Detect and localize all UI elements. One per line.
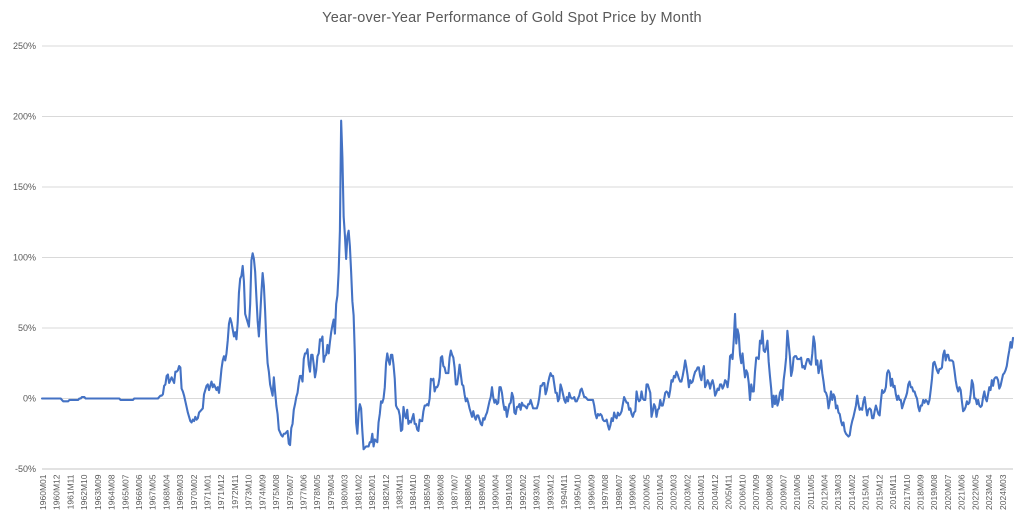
x-axis-tick-label: 1993M12 (545, 474, 555, 510)
x-axis-tick-label: 1975M08 (271, 474, 281, 510)
x-axis-tick-label: 2015M12 (874, 474, 884, 510)
series-lines (40, 119, 1015, 451)
x-axis-tick-label: 1987M07 (449, 474, 459, 510)
x-axis-tick-label: 1965M07 (120, 474, 130, 510)
x-axis-tick-label: 1966M06 (134, 474, 144, 510)
x-axis-tick-label: 1981M02 (353, 474, 363, 510)
x-axis-tick-label: 1978M05 (312, 474, 322, 510)
x-axis-tick-label: 2004M01 (696, 474, 706, 510)
x-axis-tick-label: 2003M02 (682, 474, 692, 510)
x-axis-tick-label: 2007M09 (751, 474, 761, 510)
x-axis-tick-label: 1997M08 (600, 474, 610, 510)
x-axis-tick-label: 2004M12 (710, 474, 720, 510)
x-axis-tick-label: 2012M04 (820, 474, 830, 510)
x-axis-tick-label: 1995M10 (573, 474, 583, 510)
x-axis-tick-label: 2022M05 (970, 474, 980, 510)
x-axis-tick-label: 1988M06 (463, 474, 473, 510)
x-axis-tick-label: 1967M05 (148, 474, 158, 510)
x-axis-tick-label: 1970M02 (189, 474, 199, 510)
x-axis-tick-label: 1985M09 (422, 474, 432, 510)
x-axis-tick-label: 2011M05 (806, 474, 816, 509)
x-axis-tick-label: 1961M11 (65, 474, 75, 509)
x-axis-tick-label: 1983M11 (394, 474, 404, 509)
x-axis-tick-label: 1969M03 (175, 474, 185, 510)
x-axis-tick-label: 2017M10 (902, 474, 912, 510)
x-axis-tick-label: 2006M10 (737, 474, 747, 510)
x-axis-tick-label: 1993M01 (532, 474, 542, 510)
x-axis-tick-label: 1992M02 (518, 474, 528, 510)
y-axis-labels: 250% 200% 150% 100% 50% 0% -50% (13, 41, 36, 474)
x-axis-tick-label: 1982M01 (367, 474, 377, 510)
x-axis-tick-label: 1991M03 (504, 474, 514, 510)
x-axis-tick-label: 1963M09 (93, 474, 103, 510)
x-axis-tick-label: 1977M06 (299, 474, 309, 510)
x-axis-tick-label: 2014M02 (847, 474, 857, 510)
x-axis-labels: 1960M01 1960M12 1961M11 1962M10 1963M09 1964M… (38, 474, 1008, 510)
x-axis-tick-label: 2019M08 (929, 474, 939, 510)
x-axis-tick-label: 2023M04 (984, 474, 994, 510)
x-axis-tick-label: 2000M05 (641, 474, 651, 510)
x-axis-tick-label: 1973M10 (244, 474, 254, 510)
y-axis-tick-label: 200% (13, 112, 36, 122)
y-axis-tick-label: -50% (15, 464, 36, 474)
x-axis-tick-label: 1980M03 (340, 474, 350, 510)
x-axis-tick-label: 1989M05 (477, 474, 487, 510)
x-axis-tick-label: 1962M10 (79, 474, 89, 510)
x-axis-tick-label: 2016M11 (888, 474, 898, 509)
x-axis-tick-label: 1972M11 (230, 474, 240, 509)
x-axis-tick-label: 1999M06 (628, 474, 638, 510)
x-axis-tick-label: 2002M03 (669, 474, 679, 510)
y-axis-tick-label: 50% (18, 323, 36, 333)
x-axis-tick-label: 2013M03 (833, 474, 843, 510)
x-axis-tick-label: 2005M11 (724, 474, 734, 509)
y-axis-tick-label: 100% (13, 253, 36, 263)
x-axis-tick-label: 1960M12 (52, 474, 62, 510)
x-axis-tick-label: 1998M07 (614, 474, 624, 510)
x-axis-tick-label: 2009M07 (778, 474, 788, 510)
x-axis-tick-label: 2010M06 (792, 474, 802, 510)
x-axis-tick-label: 2020M07 (943, 474, 953, 510)
x-axis-tick-label: 1964M08 (107, 474, 117, 510)
x-axis-tick-label: 1968M04 (161, 474, 171, 510)
x-axis-tick-label: 1976M07 (285, 474, 295, 510)
x-axis-tick-label: 1971M12 (216, 474, 226, 510)
x-axis-tick-label: 1982M12 (381, 474, 391, 510)
x-axis-tick-label: 1971M01 (203, 474, 213, 510)
chart-title: Year-over-Year Performance of Gold Spot … (322, 10, 702, 26)
x-axis-tick-label: 1979M04 (326, 474, 336, 510)
x-axis-tick-label: 2008M08 (765, 474, 775, 510)
x-axis-tick-label: 1986M08 (436, 474, 446, 510)
y-axis-tick-label: 250% (13, 41, 36, 51)
y-axis-tick-label: 0% (23, 394, 36, 404)
y-axis-tick-label: 150% (13, 182, 36, 192)
x-axis-tick-label: 1990M04 (490, 474, 500, 510)
x-axis-tick-label: 1994M11 (559, 474, 569, 509)
x-axis-tick-label: 2018M09 (916, 474, 926, 510)
x-axis-tick-label: 2015M01 (861, 474, 871, 510)
x-axis-tick-label: 1984M10 (408, 474, 418, 510)
x-axis-tick-label: 2021M06 (957, 474, 967, 510)
x-axis-tick-label: 1974M09 (257, 474, 267, 510)
x-axis-tick-label: 1996M09 (586, 474, 596, 510)
gold-yoy-series-line (40, 119, 1015, 451)
x-axis-tick-label: 1960M01 (38, 474, 48, 510)
x-axis-tick-label: 2024M03 (998, 474, 1008, 510)
x-axis-tick-label: 2001M04 (655, 474, 665, 510)
